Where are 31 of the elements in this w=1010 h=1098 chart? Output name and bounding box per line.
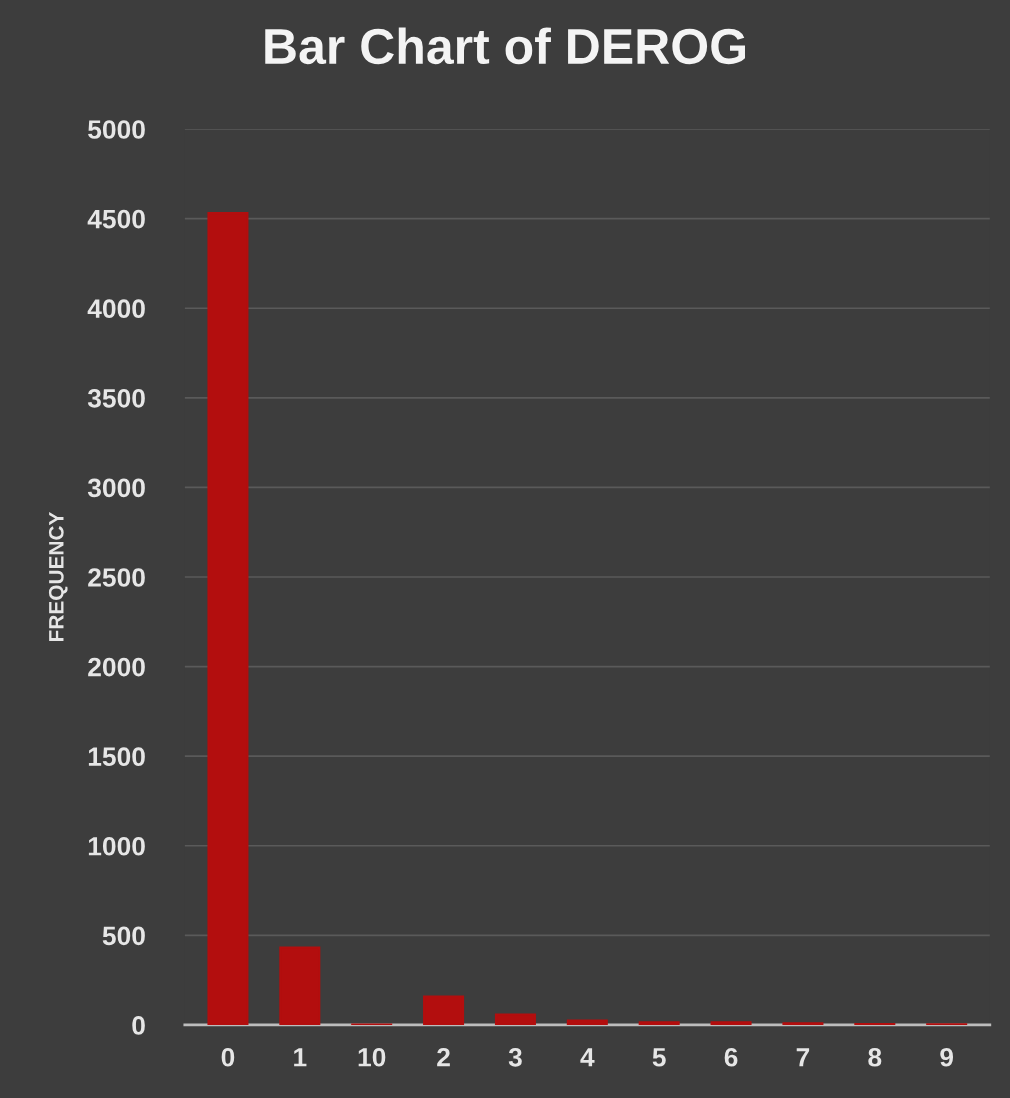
- y-tick-label: 500: [102, 926, 145, 946]
- y-tick-label: 5000: [88, 120, 145, 139]
- y-tick-label: 4000: [87, 299, 145, 319]
- chart-title: Bar Chart of DEROG: [265, 27, 745, 65]
- x-tick-label: 7: [796, 1048, 810, 1067]
- bar: [638, 1021, 680, 1025]
- bar: [494, 1013, 536, 1025]
- y-tick-label: 3500: [87, 388, 145, 408]
- y-tick-label: 2500: [88, 568, 145, 587]
- bar: [423, 995, 465, 1025]
- y-tick-label: 1000: [88, 836, 145, 856]
- bar: [279, 946, 321, 1025]
- x-tick-label: 6: [724, 1047, 738, 1067]
- bar: [710, 1021, 752, 1025]
- y-tick-label: 1500: [88, 747, 145, 767]
- bar: [566, 1019, 608, 1025]
- y-tick-label: 3000: [87, 478, 145, 498]
- bar: [207, 212, 249, 1025]
- x-tick-label: 0: [221, 1047, 235, 1067]
- x-tick-label: 4: [580, 1048, 595, 1067]
- y-axis-title: FREQUENCY: [48, 511, 68, 642]
- y-tick-label: 2000: [88, 657, 145, 677]
- x-tick-label: 5: [652, 1048, 666, 1067]
- x-tick-label: 3: [508, 1047, 522, 1067]
- x-tick-label: 10: [358, 1047, 386, 1067]
- x-tick-label: 8: [868, 1047, 882, 1067]
- x-tick-label: 2: [437, 1047, 450, 1067]
- x-tick-label: 9: [940, 1047, 954, 1067]
- x-tick-label: 1: [294, 1048, 307, 1067]
- y-tick-label: 0: [132, 1016, 145, 1035]
- y-tick-label: 4500: [87, 209, 145, 229]
